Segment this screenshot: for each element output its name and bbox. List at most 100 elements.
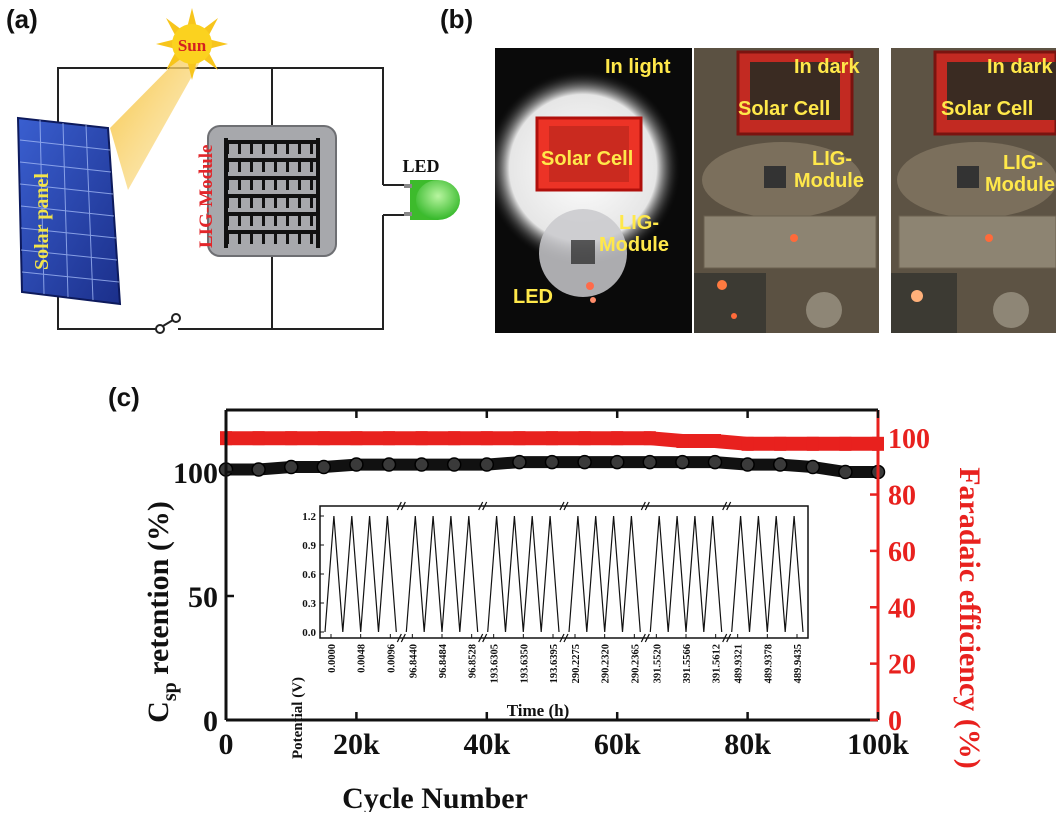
led-label: LED	[402, 156, 439, 176]
series-efficiency	[220, 431, 884, 451]
inset-x-tick-label: 489.9435	[793, 644, 804, 683]
axis-break-mark	[396, 633, 402, 643]
point-efficiency	[448, 431, 461, 446]
inset-x-tick-label: 0.0000	[327, 644, 338, 673]
inset-y-label: Potential (V)	[290, 677, 306, 759]
point-retention	[707, 454, 723, 470]
label-solar-cell-3: Solar Cell	[941, 98, 1034, 120]
y-axis-label-rest: retention (%)	[142, 501, 175, 682]
inset-x-tick-label: 290.2320	[601, 644, 612, 683]
axis-break-mark	[559, 501, 565, 511]
sunlight-beam	[110, 52, 200, 190]
inset-y-tick-label: 0.3	[302, 598, 316, 610]
inset-gcd-curve	[487, 515, 560, 633]
label-lig-1a: LIG-	[619, 212, 659, 234]
chart-svg: 0.0 0.3 0.6 0.9 1.2 0.0000 0.0048 0.0096 96.8440…	[142, 408, 986, 815]
point-efficiency	[252, 431, 265, 446]
point-efficiency	[709, 434, 721, 448]
device-photographs: In light Solar Cell LIG- Module LED In d…	[495, 48, 1056, 333]
solar-circuit-schematic: Solar panel Sun LIG-Module LED	[0, 0, 490, 345]
panel-label-b: (b)	[440, 4, 474, 34]
point-retention	[283, 459, 299, 475]
label-module-2: Module	[794, 170, 864, 192]
point-efficiency	[643, 431, 656, 446]
photo-in-dark-1: In dark Solar Cell LIG- Module	[694, 48, 879, 333]
y-tick-label: 100	[173, 457, 218, 490]
point-retention	[479, 457, 495, 472]
axis-break-mark	[400, 633, 406, 643]
inset-x-tick-label: 489.9378	[763, 644, 774, 683]
inset-gcd-curve	[324, 515, 397, 633]
axis-break-mark	[478, 633, 484, 643]
inset-x-tick-label: 0.0096	[386, 644, 397, 673]
point-efficiency	[741, 436, 754, 451]
schematic-svg: Solar panel Sun LIG-Module LED	[16, 8, 460, 334]
label-module-3: Module	[985, 174, 1055, 196]
point-efficiency	[415, 431, 428, 446]
y2-tick-label: 80	[888, 481, 916, 512]
axis-break-mark	[644, 633, 650, 643]
point-retention	[805, 459, 821, 475]
axis-break-mark	[482, 633, 488, 643]
axis-break-mark	[640, 633, 646, 643]
inset-x-tick-label: 489.9321	[734, 644, 745, 683]
inset-x-tick-label: 193.6350	[519, 644, 530, 683]
y2-axis-label: Faradaic efficiency (%)	[953, 467, 986, 769]
label-module-1: Module	[599, 234, 669, 256]
y2-tick-label: 20	[888, 650, 916, 681]
inset-x-tick-label: 0.0048	[357, 644, 368, 673]
solar-panel-icon	[16, 116, 122, 306]
inset-segment	[487, 515, 560, 633]
point-efficiency	[513, 431, 526, 446]
y-tick-label: 0	[203, 705, 218, 738]
point-retention	[838, 464, 853, 480]
inset-x-tick-label: 193.6395	[549, 644, 560, 683]
inset-segment	[324, 515, 397, 633]
point-efficiency	[611, 431, 624, 446]
axis-break-mark	[640, 501, 646, 511]
inset-segment	[405, 515, 479, 633]
series-retention	[218, 454, 886, 480]
inset-frame	[319, 505, 809, 639]
axis-break-mark	[482, 501, 488, 511]
point-efficiency	[578, 431, 591, 446]
x-tick-label: 40k	[463, 728, 510, 761]
point-retention	[642, 454, 658, 470]
point-retention	[512, 454, 527, 470]
inset-x-tick-label: 96.8440	[408, 644, 419, 678]
axis-break-mark	[400, 501, 406, 511]
x-tick-label: 60k	[594, 728, 641, 761]
sun-icon	[156, 8, 228, 80]
y2-tick-label: 40	[888, 593, 916, 624]
lig-module-icon	[207, 125, 337, 257]
point-retention	[577, 454, 592, 470]
photo-in-dark-2: In dark Solar Cell LIG- Module	[891, 48, 1056, 333]
label-solar-cell-2: Solar Cell	[738, 98, 831, 120]
inset-x-tick-label: 290.2365	[630, 644, 641, 683]
axis-break-mark	[563, 633, 569, 643]
y2-tick-label: 0	[888, 706, 902, 737]
inset-x-tick-label: 290.2275	[571, 644, 582, 683]
point-efficiency	[806, 436, 819, 451]
point-efficiency	[676, 434, 689, 448]
inset-gcd-curve	[649, 515, 723, 633]
label-led-photo: LED	[513, 286, 553, 308]
y-axis-label-sub: sp	[159, 682, 181, 701]
label-lig-3a: LIG-	[1003, 152, 1043, 174]
inset-x-tick-label: 96.8484	[438, 643, 449, 678]
point-retention	[316, 459, 332, 475]
inset-segment	[568, 515, 641, 633]
point-efficiency	[546, 431, 558, 446]
point-retention	[349, 457, 364, 472]
point-retention	[414, 457, 429, 472]
inset-x-tick-label: 391.5612	[712, 644, 723, 683]
x-tick-label: 80k	[724, 728, 771, 761]
axis-break-mark	[722, 633, 728, 643]
inset-x-tick-label: 391.5520	[652, 644, 663, 683]
inset-y-tick-label: 1.2	[302, 511, 316, 523]
x-tick-label: 100k	[847, 728, 909, 761]
inset-gcd-curve	[731, 515, 804, 633]
cycling-stability-chart: 0.0 0.3 0.6 0.9 1.2 0.0000 0.0048 0.0096 96.8440…	[0, 380, 1056, 815]
y-axis-label-main: C	[142, 701, 175, 723]
inset-x-label: Time (h)	[507, 701, 570, 720]
